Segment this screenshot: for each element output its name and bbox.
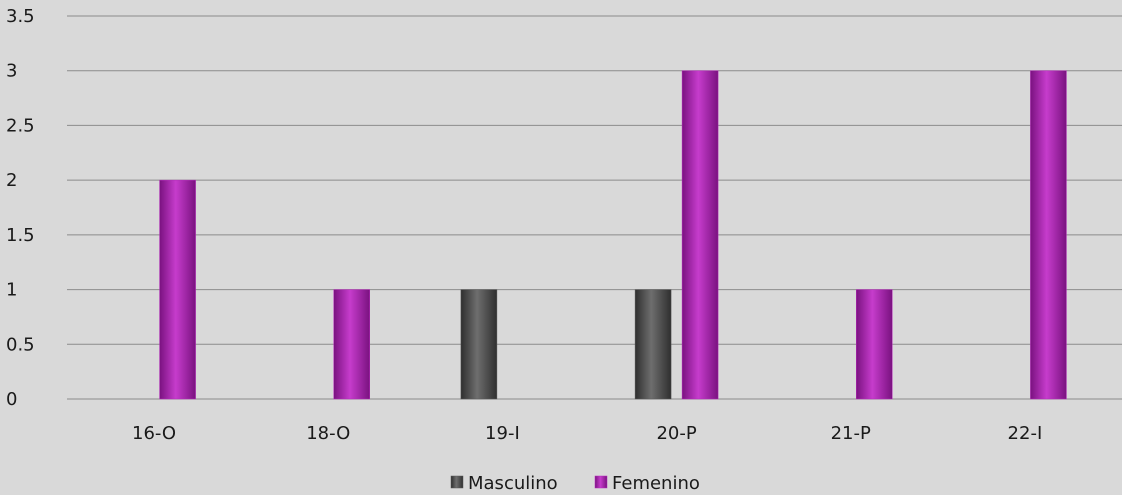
x-tick-label: 19-I [485,423,520,444]
x-axis-tick-labels: 16-O 18-O 19-I 20-P 21-P 22-I [132,423,1042,444]
y-tick-label: 1 [6,280,17,301]
y-tick-label: 3 [6,61,17,82]
bars [159,70,1067,400]
y-tick-label: 2 [6,170,17,191]
y-tick-label: 3.5 [6,6,35,27]
legend-swatch-femenino [594,475,608,489]
y-tick-label: 0.5 [6,334,35,355]
x-tick-label: 18-O [306,423,350,444]
bar-masculino-20-p [634,289,672,400]
x-tick-label: 20-P [656,423,696,444]
legend-label-masculino: Masculino [468,473,558,494]
y-tick-label: 2.5 [6,115,35,136]
bar-femenino-16-o [159,179,196,400]
x-tick-label: 16-O [132,423,176,444]
legend-swatch-masculino [450,475,464,489]
bar-femenino-18-o [333,289,370,400]
x-tick-label: 21-P [831,423,871,444]
bar-femenino-22-i [1030,70,1067,400]
legend: Masculino Femenino [450,473,700,494]
bar-femenino-21-p [856,289,893,400]
y-tick-label: 0 [6,389,17,410]
y-tick-label: 1.5 [6,225,35,246]
bar-masculino-19-i [460,289,498,400]
x-tick-label: 22-I [1008,423,1043,444]
legend-label-femenino: Femenino [612,473,700,494]
y-axis-tick-labels: 0 0.5 1 1.5 2 2.5 3 3.5 [6,6,35,410]
gridlines [67,15,1122,400]
bar-femenino-20-p [681,70,719,400]
